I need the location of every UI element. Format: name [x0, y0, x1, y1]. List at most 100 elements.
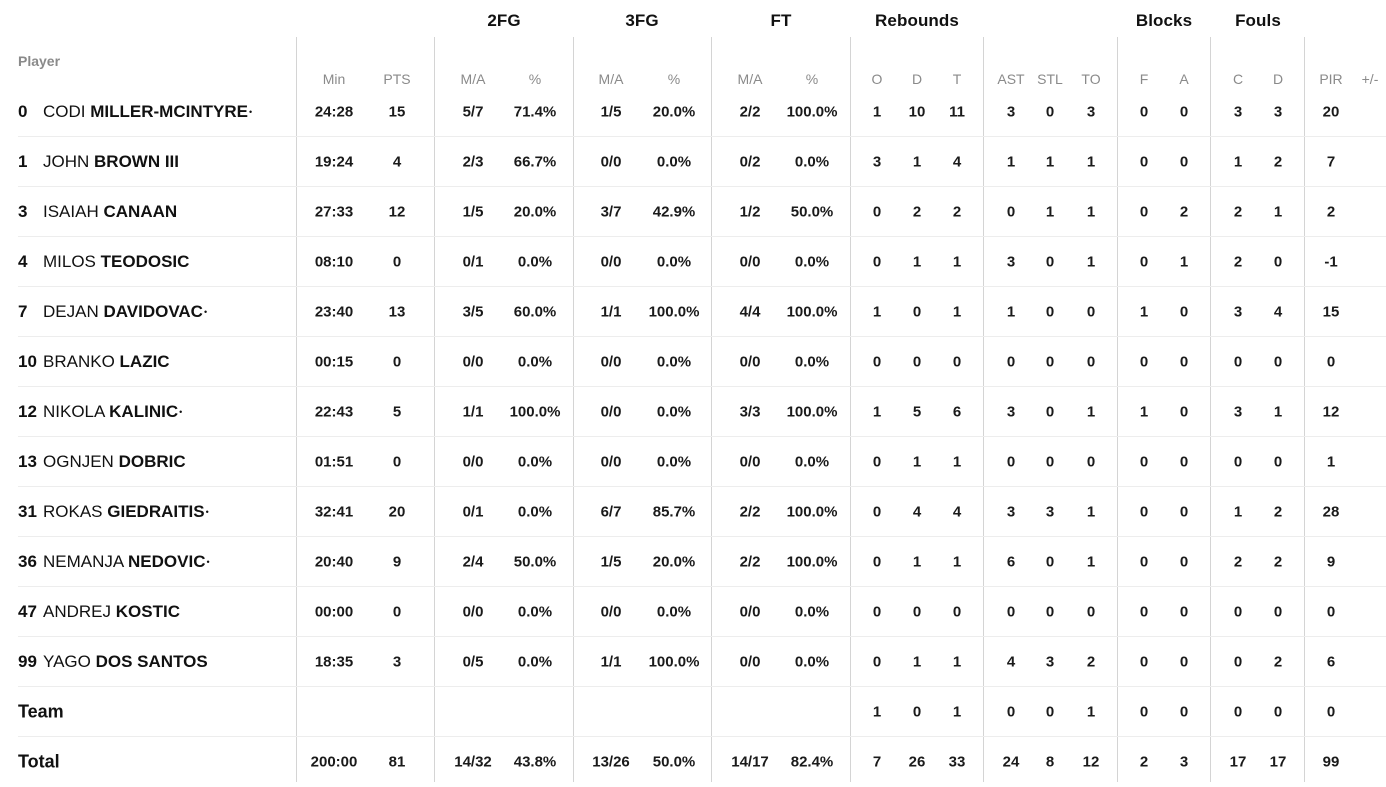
stat-2fg-ma: 0/0	[462, 453, 484, 471]
stat-to: 1	[1086, 203, 1096, 221]
stat-min: 24:28	[314, 103, 354, 121]
stat-min: 200:00	[310, 753, 358, 771]
stat-reb-o: 0	[872, 203, 882, 221]
player-name[interactable]: 99 YAGO DOS SANTOS	[18, 652, 208, 672]
player-name[interactable]: 36 NEMANJA NEDOVIC•	[18, 552, 210, 572]
stat-foul-c: 3	[1233, 303, 1243, 321]
player-name[interactable]: 12 NIKOLA KALINIC•	[18, 402, 182, 422]
col-header-reb-d: D	[911, 71, 923, 87]
stat-ast: 1	[1006, 153, 1016, 171]
stat-blk-a: 3	[1179, 753, 1189, 771]
player-column-header: Player	[18, 53, 61, 69]
stat-foul-d: 4	[1273, 303, 1283, 321]
stat-pts: 81	[388, 753, 406, 771]
col-header-reb-o: O	[871, 71, 883, 87]
divider	[1210, 37, 1211, 782]
player-row: 12 NIKOLA KALINIC• 22:43 5 1/1 100.0% 0/0 0.0% 3…	[0, 387, 1386, 437]
stat-to: 0	[1086, 603, 1096, 621]
stat-min: 32:41	[314, 503, 354, 521]
col-header-pir: PIR	[1319, 71, 1343, 87]
row-separator	[18, 536, 1386, 537]
stat-3fg-pct: 50.0%	[652, 753, 696, 771]
player-name[interactable]: 13 OGNJEN DOBRIC	[18, 452, 186, 472]
divider	[850, 37, 851, 782]
stat-reb-t: 4	[952, 153, 962, 171]
stat-foul-c: 2	[1233, 553, 1243, 571]
stat-2fg-ma: 0/5	[462, 653, 484, 671]
stat-foul-c: 0	[1233, 453, 1243, 471]
stat-blk-a: 0	[1179, 703, 1189, 721]
stat-reb-d: 5	[912, 403, 922, 421]
stat-ft-ma: 2/2	[739, 103, 761, 121]
stat-blk-a: 0	[1179, 603, 1189, 621]
stat-pir: 2	[1326, 203, 1336, 221]
col-header-ft-ma: M/A	[737, 71, 763, 87]
divider	[434, 37, 435, 782]
stat-reb-t: 33	[948, 753, 966, 771]
jersey-number: 47	[18, 602, 37, 621]
player-first-name: ROKAS	[43, 502, 103, 521]
stat-pts: 0	[392, 453, 402, 471]
stat-to: 3	[1086, 103, 1096, 121]
player-name[interactable]: 10 BRANKO LAZIC	[18, 352, 170, 372]
stat-foul-c: 1	[1233, 153, 1243, 171]
stat-min: 23:40	[314, 303, 354, 321]
stat-ft-ma: 0/0	[739, 353, 761, 371]
stat-pir: 12	[1322, 403, 1340, 421]
player-row: 1 JOHN BROWN III 19:24 4 2/3 66.7% 0/0 0.0% 0/2 0…	[0, 137, 1386, 187]
player-name[interactable]: 47 ANDREJ KOSTIC	[18, 602, 180, 622]
group-3fg: 3FG	[625, 11, 659, 30]
jersey-number: 0	[18, 102, 28, 121]
stat-2fg-pct: 60.0%	[513, 303, 557, 321]
stat-reb-o: 1	[872, 703, 882, 721]
player-name[interactable]: 31 ROKAS GIEDRAITIS•	[18, 502, 209, 522]
player-last-name: TEODOSIC	[100, 252, 190, 271]
col-header-fouls-d: D	[1272, 71, 1284, 87]
jersey-number: 3	[18, 202, 28, 221]
stat-to: 0	[1086, 303, 1096, 321]
player-first-name: NIKOLA	[43, 402, 105, 421]
player-name[interactable]: 7 DEJAN DAVIDOVAC•	[18, 302, 207, 322]
stat-ast: 3	[1006, 503, 1016, 521]
stat-ft-ma: 1/2	[739, 203, 761, 221]
player-name[interactable]: 1 JOHN BROWN III	[18, 152, 179, 172]
stat-blk-a: 2	[1179, 203, 1189, 221]
player-name[interactable]: 4 MILOS TEODOSIC	[18, 252, 189, 272]
stat-stl: 3	[1045, 653, 1055, 671]
stat-stl: 8	[1045, 753, 1055, 771]
stat-blk-f: 1	[1139, 303, 1149, 321]
stat-2fg-ma: 1/5	[462, 203, 484, 221]
stat-3fg-ma: 0/0	[600, 603, 622, 621]
stat-3fg-ma: 1/5	[600, 103, 622, 121]
row-separator	[18, 186, 1386, 187]
total-row: Total 200:00 81 14/32 43.8% 13/26 50.0% 14/17 82…	[0, 737, 1386, 787]
stat-3fg-ma: 1/1	[600, 303, 622, 321]
stat-3fg-pct: 20.0%	[652, 553, 696, 571]
stat-3fg-ma: 13/26	[592, 753, 630, 771]
player-last-name: GIEDRAITIS	[107, 502, 205, 521]
player-first-name: ISAIAH	[43, 202, 99, 221]
player-row: 47 ANDREJ KOSTIC 00:00 0 0/0 0.0% 0/0 0.0% 0/0 0.…	[0, 587, 1386, 637]
divider	[1117, 37, 1118, 782]
player-name[interactable]: 0 CODI MILLER-MCINTYRE•	[18, 102, 252, 122]
stat-2fg-ma: 0/0	[462, 353, 484, 371]
stat-ft-ma: 0/0	[739, 253, 761, 271]
stat-to: 0	[1086, 453, 1096, 471]
player-name[interactable]: 3 ISAIAH CANAAN	[18, 202, 177, 222]
stat-reb-o: 7	[872, 753, 882, 771]
stat-foul-d: 0	[1273, 253, 1283, 271]
stat-pir: 0	[1326, 603, 1336, 621]
stat-ft-pct: 100.0%	[786, 303, 838, 321]
stat-2fg-pct: 0.0%	[517, 253, 553, 271]
stat-blk-f: 0	[1139, 603, 1149, 621]
col-header-2fg-pct: %	[528, 71, 542, 87]
stat-to: 1	[1086, 403, 1096, 421]
stat-to: 2	[1086, 653, 1096, 671]
stat-reb-d: 0	[912, 703, 922, 721]
stat-min: 22:43	[314, 403, 354, 421]
player-last-name: BROWN III	[94, 152, 180, 171]
stat-blk-f: 0	[1139, 653, 1149, 671]
col-header-ft-pct: %	[805, 71, 819, 87]
stat-stl: 1	[1045, 153, 1055, 171]
stat-reb-o: 0	[872, 503, 882, 521]
